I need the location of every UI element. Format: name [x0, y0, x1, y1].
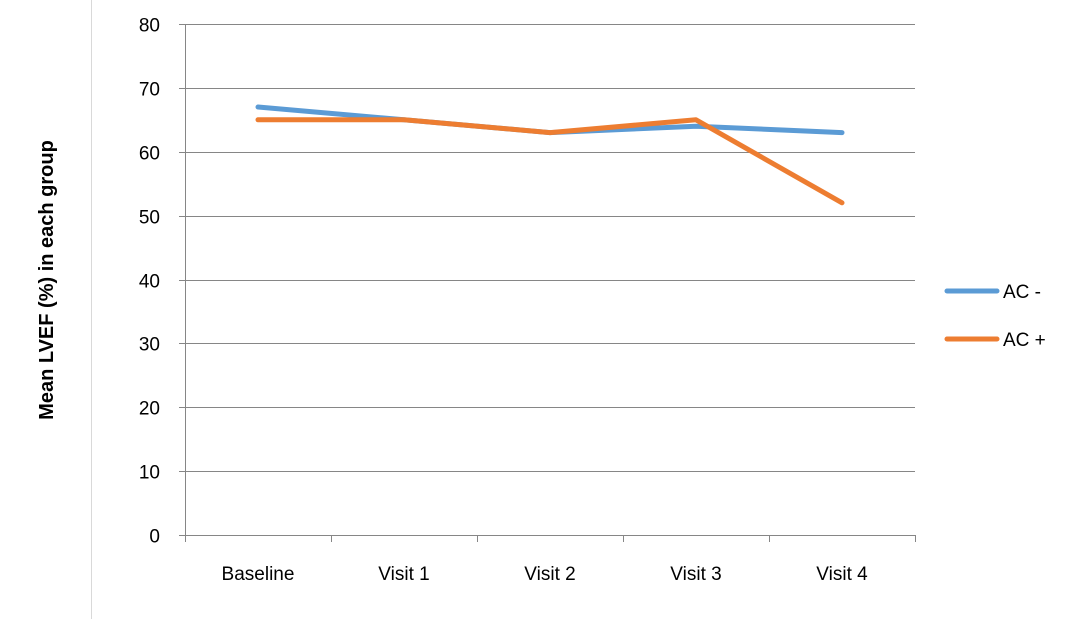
y-axis-title: Mean LVEF (%) in each group: [36, 140, 58, 420]
y-tick-label: 50: [139, 208, 160, 229]
y-tick-label: 30: [139, 335, 160, 356]
y-tick-label: 20: [139, 399, 160, 420]
y-tick-label: 70: [139, 80, 160, 101]
y-tick-label: 0: [149, 527, 160, 548]
legend: AC - AC +: [947, 282, 1046, 351]
axes: [179, 24, 916, 542]
tick-labels: 0 10 20 30 40 50 60 70 80 Baseline Visit 1 Visit 2 V…: [139, 16, 868, 586]
x-tick-label: Visit 1: [378, 564, 429, 585]
y-tick-label: 40: [139, 272, 160, 293]
x-tick-label: Visit 2: [524, 564, 575, 585]
y-tick-label: 80: [139, 16, 160, 37]
y-tick-label: 10: [139, 463, 160, 484]
x-tick-label: Visit 4: [816, 564, 868, 585]
chart-frame: [92, 0, 1070, 619]
gridlines: [185, 25, 915, 472]
y-tick-label: 60: [139, 144, 160, 165]
legend-label: AC +: [1003, 330, 1046, 351]
x-tick-label: Baseline: [222, 564, 295, 585]
legend-label: AC -: [1003, 282, 1041, 303]
series-line-ac-plus: [258, 120, 842, 203]
series-lines: [258, 107, 842, 203]
x-tick-label: Visit 3: [670, 564, 721, 585]
